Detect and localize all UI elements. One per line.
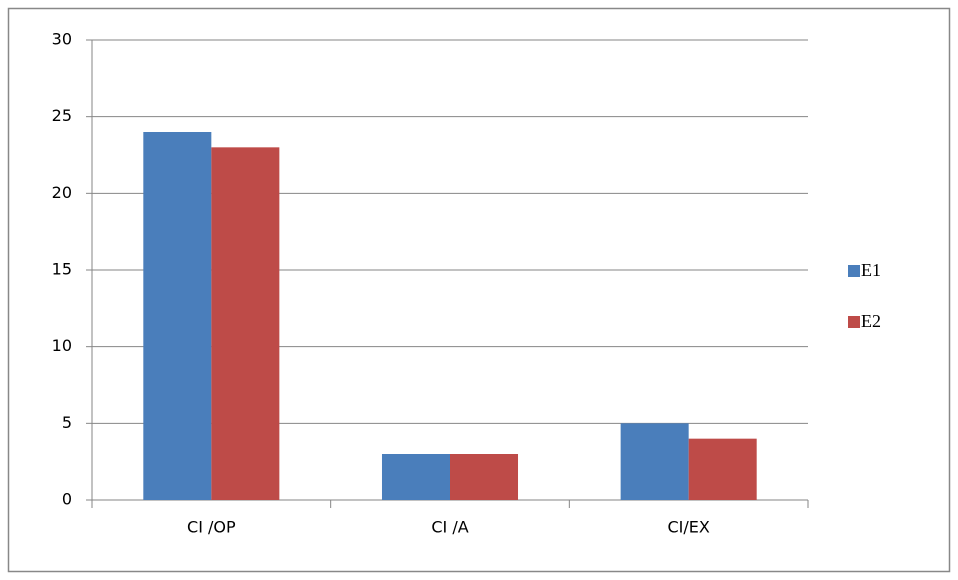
y-tick-label: 10 (52, 336, 72, 355)
legend-label: E1 (861, 260, 881, 280)
legend-label: E2 (861, 311, 881, 331)
y-tick-label: 25 (52, 106, 72, 125)
y-tick-label: 20 (52, 183, 72, 202)
x-tick-label: CI /A (431, 518, 468, 537)
bar (381, 454, 450, 500)
y-tick-label: 15 (52, 260, 72, 279)
bar (211, 147, 280, 501)
x-tick-label: CI /OP (187, 518, 236, 537)
y-tick-label: 0 (62, 490, 72, 509)
bar (143, 132, 212, 500)
bar (450, 454, 519, 500)
y-tick-label: 5 (62, 413, 72, 432)
y-tick-label: 30 (52, 30, 72, 49)
bar (688, 438, 757, 500)
bar (620, 423, 689, 500)
x-tick-label: CI/EX (667, 518, 709, 537)
legend-swatch (848, 265, 860, 277)
legend-swatch (848, 316, 860, 328)
